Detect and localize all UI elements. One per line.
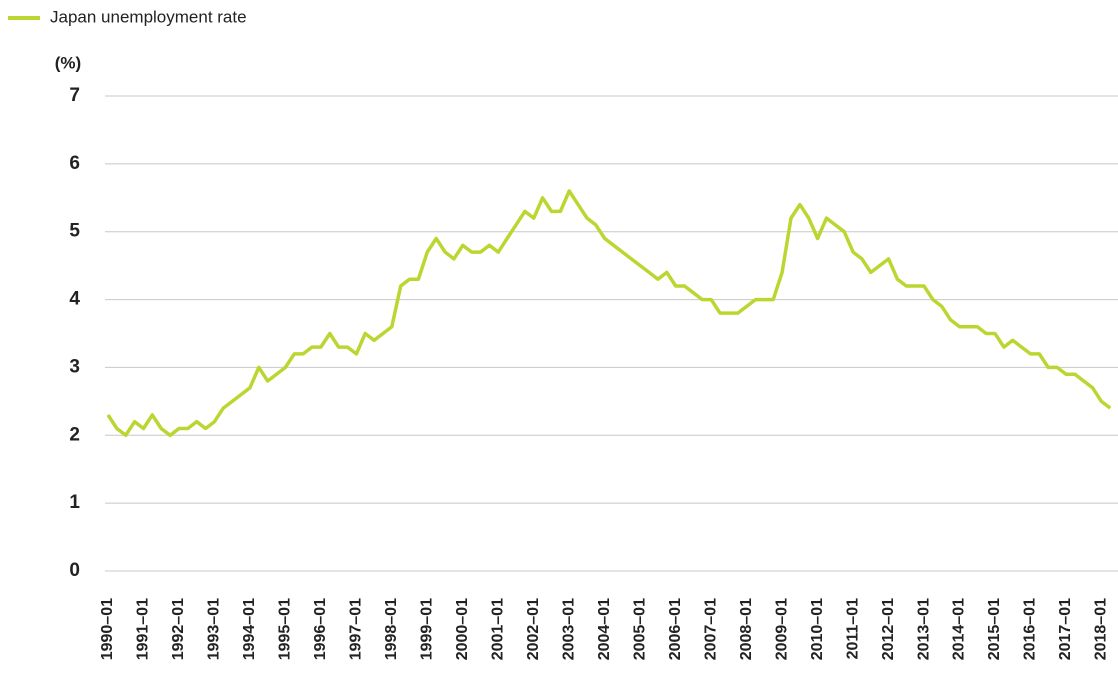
x-tick-label: 1992–01 bbox=[170, 598, 187, 660]
x-tick-label: 1998–01 bbox=[383, 598, 400, 660]
x-tick-label: 2014–01 bbox=[951, 598, 968, 660]
y-tick-label: 7 bbox=[69, 85, 80, 106]
x-tick-label: 2009–01 bbox=[773, 598, 790, 660]
x-tick-label: 2007–01 bbox=[702, 598, 719, 660]
x-tick-label: 2006–01 bbox=[667, 598, 684, 660]
y-tick-label: 5 bbox=[69, 221, 80, 242]
y-tick-label: 4 bbox=[69, 289, 80, 310]
x-tick-label: 1990–01 bbox=[99, 598, 116, 660]
x-tick-label: 2018–01 bbox=[1093, 598, 1110, 660]
x-tick-label: 2017–01 bbox=[1057, 598, 1074, 660]
x-tick-label: 2008–01 bbox=[738, 598, 755, 660]
x-tick-label: 2013–01 bbox=[915, 598, 932, 660]
x-tick-label: 1991–01 bbox=[135, 598, 152, 660]
x-tick-label: 2003–01 bbox=[560, 598, 577, 660]
y-tick-label: 3 bbox=[69, 356, 80, 377]
x-tick-label: 2011–01 bbox=[844, 598, 861, 660]
y-tick-label: 1 bbox=[69, 492, 80, 513]
legend-label: Japan unemployment rate bbox=[50, 7, 247, 26]
unit-label: (%) bbox=[55, 53, 81, 72]
x-tick-label: 2010–01 bbox=[809, 598, 826, 660]
x-tick-label: 1996–01 bbox=[312, 598, 329, 660]
x-tick-label: 2004–01 bbox=[596, 598, 613, 660]
x-tick-label: 1997–01 bbox=[348, 598, 365, 660]
x-tick-label: 2000–01 bbox=[454, 598, 471, 660]
x-tick-label: 1995–01 bbox=[277, 598, 294, 660]
x-tick-label: 2012–01 bbox=[880, 598, 897, 660]
x-tick-label: 2016–01 bbox=[1022, 598, 1039, 660]
x-tick-label: 2002–01 bbox=[525, 598, 542, 660]
y-tick-label: 6 bbox=[69, 153, 80, 174]
y-tick-label: 0 bbox=[69, 560, 80, 581]
x-tick-label: 2001–01 bbox=[489, 598, 506, 660]
x-tick-label: 2005–01 bbox=[631, 598, 648, 660]
x-tick-label: 1994–01 bbox=[241, 598, 258, 660]
data-line bbox=[106, 189, 1112, 438]
x-tick-label: 1993–01 bbox=[206, 598, 223, 660]
y-tick-label: 2 bbox=[69, 424, 80, 445]
x-tick-label: 1999–01 bbox=[419, 598, 436, 660]
x-tick-label: 2015–01 bbox=[986, 598, 1003, 660]
